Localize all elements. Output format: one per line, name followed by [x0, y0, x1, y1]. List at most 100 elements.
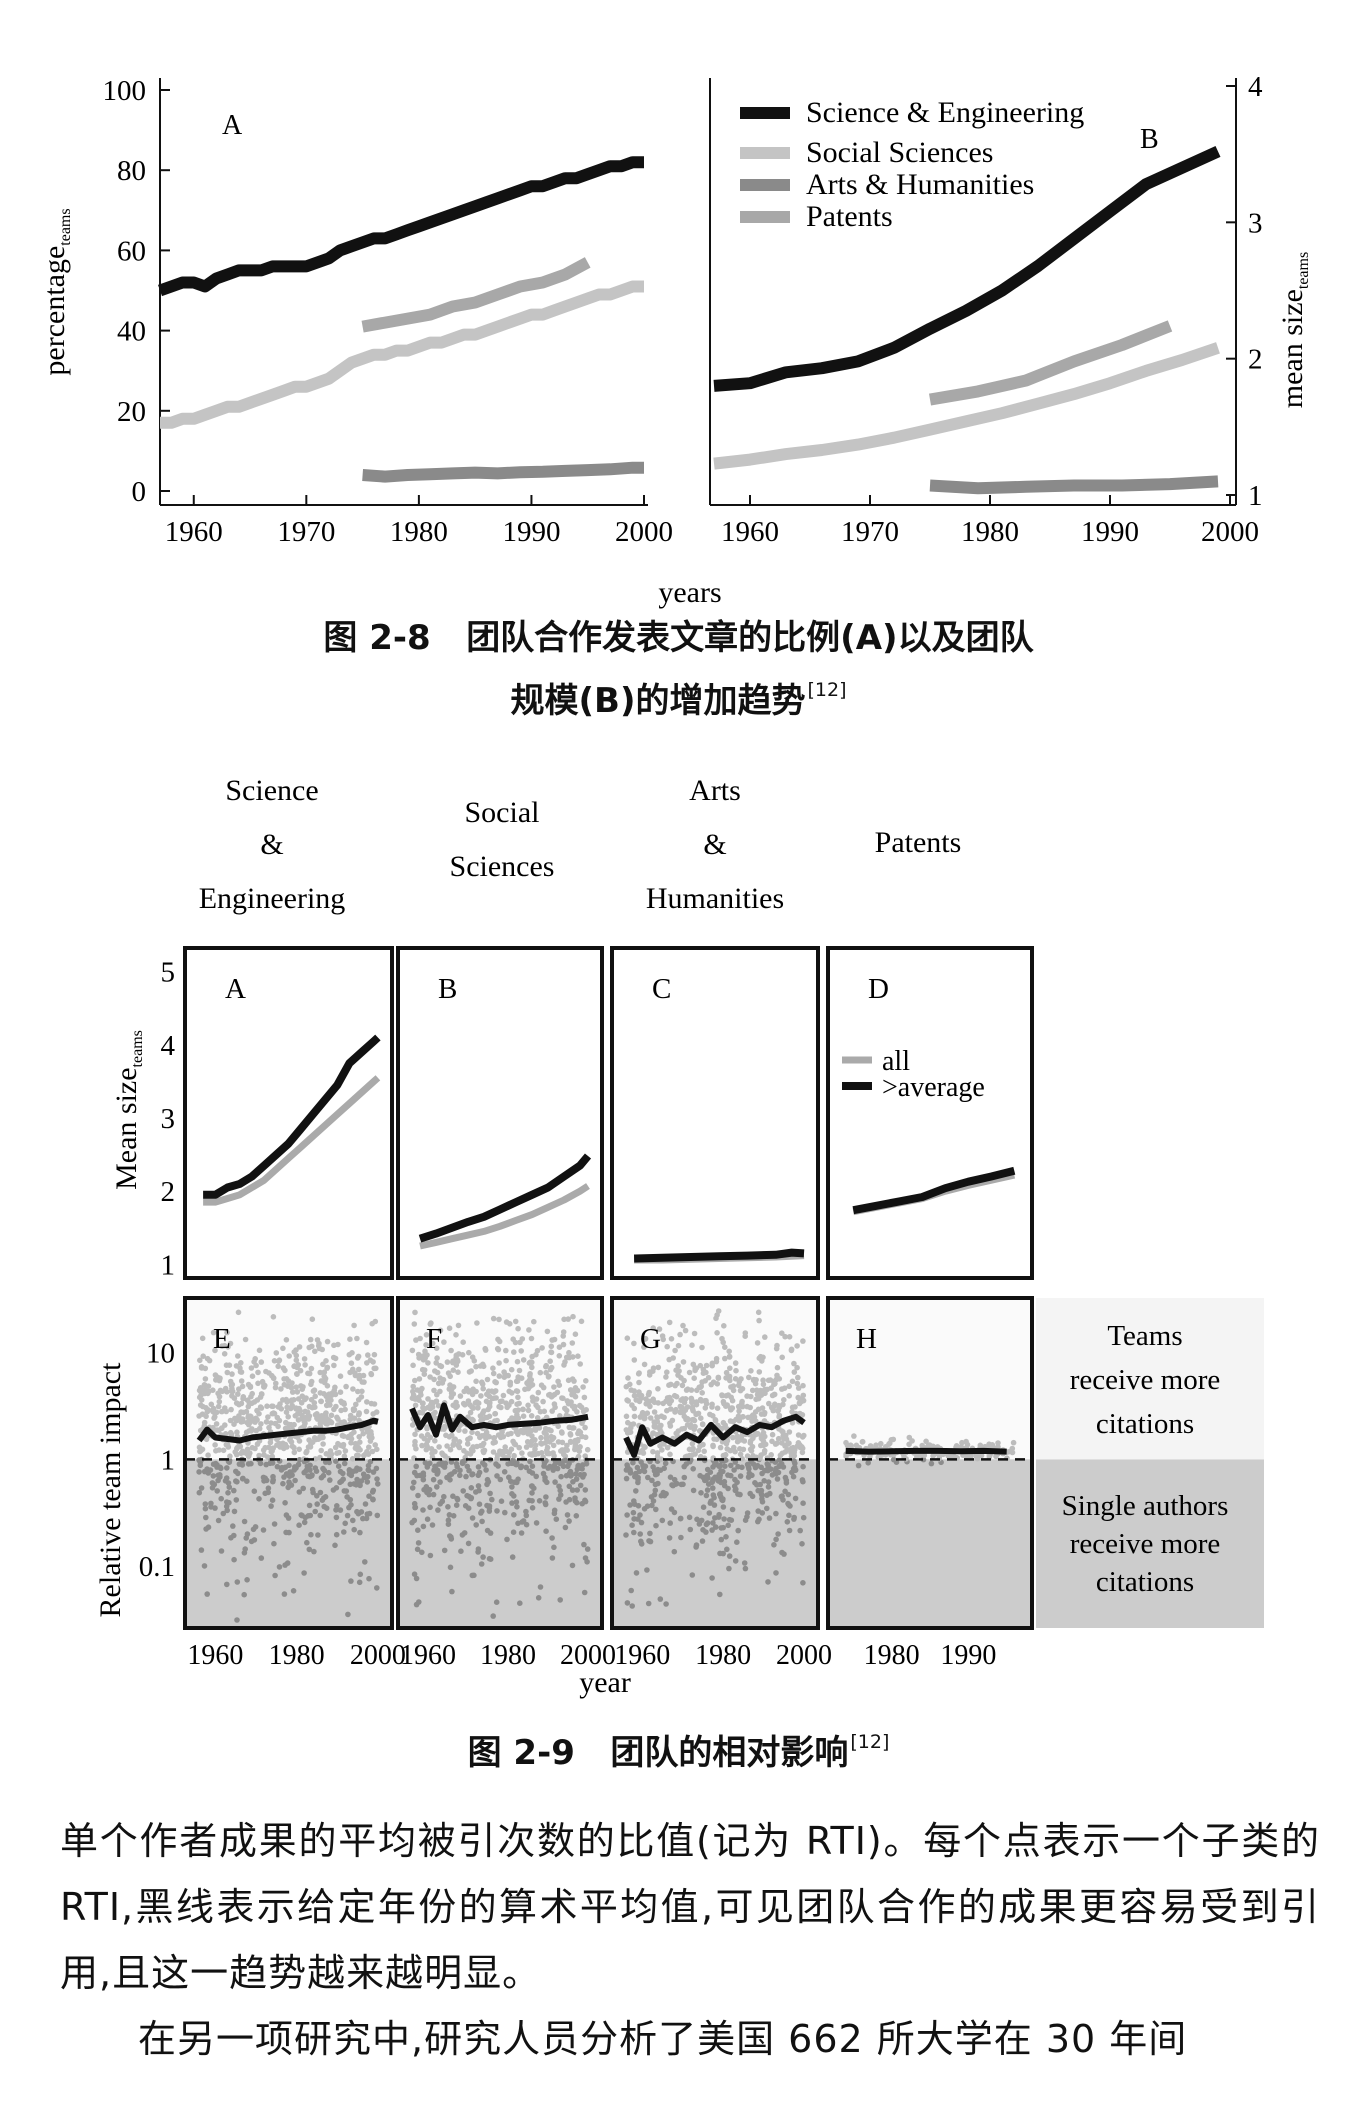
- scatter-point: [528, 1483, 535, 1489]
- scatter-point: [769, 1472, 776, 1478]
- scatter-point: [256, 1496, 262, 1502]
- scatter-point: [566, 1424, 573, 1431]
- scatter-point: [231, 1421, 237, 1427]
- scatter-point: [781, 1551, 787, 1557]
- scatter-point: [420, 1476, 427, 1483]
- scatter-point: [457, 1472, 463, 1479]
- scatter-point: [449, 1386, 455, 1392]
- scatter-point: [308, 1531, 314, 1538]
- scatter-point: [520, 1413, 527, 1419]
- scatter-point: [233, 1451, 240, 1458]
- scatter-point: [433, 1360, 440, 1366]
- body-text: 单个作者成果的平均被引次数的比值(记为 RTI)。每个点表示一个子类的 RTI,…: [60, 1808, 1320, 2072]
- scatter-point: [631, 1413, 638, 1420]
- scatter-point: [735, 1527, 741, 1534]
- scatter-point: [355, 1452, 361, 1459]
- scatter-point: [627, 1381, 633, 1388]
- scatter-point: [371, 1365, 378, 1372]
- scatter-point: [501, 1469, 508, 1475]
- fig29-caption-text: 团队的相对影响: [610, 1733, 849, 1773]
- scatter-point: [534, 1347, 541, 1354]
- scatter-point: [560, 1333, 566, 1339]
- scatter-point: [238, 1378, 245, 1384]
- scatter-point: [514, 1504, 520, 1510]
- scatter-point: [523, 1521, 530, 1528]
- scatter-point: [667, 1474, 674, 1480]
- scatter-point: [455, 1369, 461, 1375]
- scatter-point: [492, 1388, 499, 1394]
- scatter-point: [551, 1544, 557, 1551]
- scatter-point: [306, 1546, 313, 1553]
- scatter-point: [667, 1520, 673, 1526]
- scatter-point: [555, 1423, 561, 1430]
- scatter-point: [624, 1600, 631, 1606]
- scatter-point: [552, 1479, 558, 1485]
- scatter-point: [642, 1335, 649, 1342]
- scatter-point: [260, 1527, 267, 1533]
- scatter-point: [629, 1522, 635, 1528]
- scatter-point: [529, 1470, 536, 1476]
- scatter-point: [518, 1348, 524, 1354]
- scatter-point: [651, 1409, 658, 1415]
- scatter-point: [520, 1357, 527, 1363]
- scatter-point: [624, 1335, 631, 1341]
- scatter-point: [307, 1462, 313, 1469]
- scatter-point: [712, 1418, 719, 1424]
- scatter-point: [473, 1489, 479, 1495]
- scatter-point: [233, 1468, 239, 1475]
- scatter-point: [220, 1447, 227, 1454]
- scatter-point: [445, 1517, 452, 1523]
- scatter-point: [228, 1388, 235, 1394]
- scatter-point: [424, 1516, 431, 1522]
- scatter-point: [266, 1444, 272, 1451]
- scatter-point: [196, 1489, 203, 1496]
- fig29-caption-label: 图 2-9: [467, 1733, 575, 1773]
- scatter-point: [495, 1463, 501, 1469]
- fig28a-xtick-label: 1970: [277, 516, 335, 548]
- scatter-point: [410, 1388, 416, 1395]
- fig29-xtick-label: 1960: [187, 1640, 243, 1671]
- scatter-point: [456, 1439, 463, 1445]
- scatter-point: [244, 1451, 250, 1457]
- scatter-point: [355, 1412, 362, 1418]
- scatter-point: [370, 1496, 376, 1502]
- scatter-point: [317, 1512, 324, 1519]
- scatter-point: [454, 1495, 460, 1502]
- scatter-point: [511, 1452, 517, 1459]
- scatter-point: [759, 1405, 766, 1411]
- scatter-point: [645, 1600, 652, 1607]
- scatter-point: [294, 1371, 300, 1377]
- scatter-point: [477, 1413, 484, 1419]
- scatter-point: [289, 1443, 296, 1450]
- scatter-point: [756, 1369, 763, 1375]
- scatter-point: [658, 1456, 665, 1462]
- scatter-point: [629, 1603, 635, 1609]
- scatter-point: [580, 1474, 586, 1480]
- scatter-point: [324, 1338, 331, 1345]
- scatter-point: [300, 1384, 306, 1390]
- fig29-mean-line: [409, 1402, 589, 1438]
- scatter-point: [559, 1430, 565, 1436]
- scatter-point: [681, 1474, 688, 1481]
- scatter-point: [201, 1390, 208, 1397]
- scatter-point: [566, 1470, 573, 1477]
- scatter-point: [529, 1490, 535, 1496]
- scatter-point: [348, 1440, 354, 1446]
- scatter-point: [515, 1394, 521, 1401]
- scatter-point: [293, 1347, 299, 1353]
- scatter-point: [726, 1348, 732, 1355]
- scatter-point: [253, 1427, 259, 1434]
- scatter-point: [529, 1359, 535, 1366]
- fig28a-ylabel: percentageteams: [38, 208, 74, 375]
- fig29-column-title: Engineering: [199, 882, 346, 915]
- scatter-point: [659, 1517, 666, 1524]
- scatter-point: [289, 1389, 296, 1395]
- scatter-point: [542, 1474, 548, 1481]
- scatter-point: [666, 1382, 672, 1388]
- fig29-column-title: Patents: [875, 826, 962, 859]
- scatter-point: [250, 1526, 257, 1533]
- scatter-point: [560, 1463, 567, 1470]
- scatter-point: [544, 1444, 551, 1451]
- scatter-point: [255, 1369, 261, 1376]
- scatter-point: [570, 1391, 577, 1398]
